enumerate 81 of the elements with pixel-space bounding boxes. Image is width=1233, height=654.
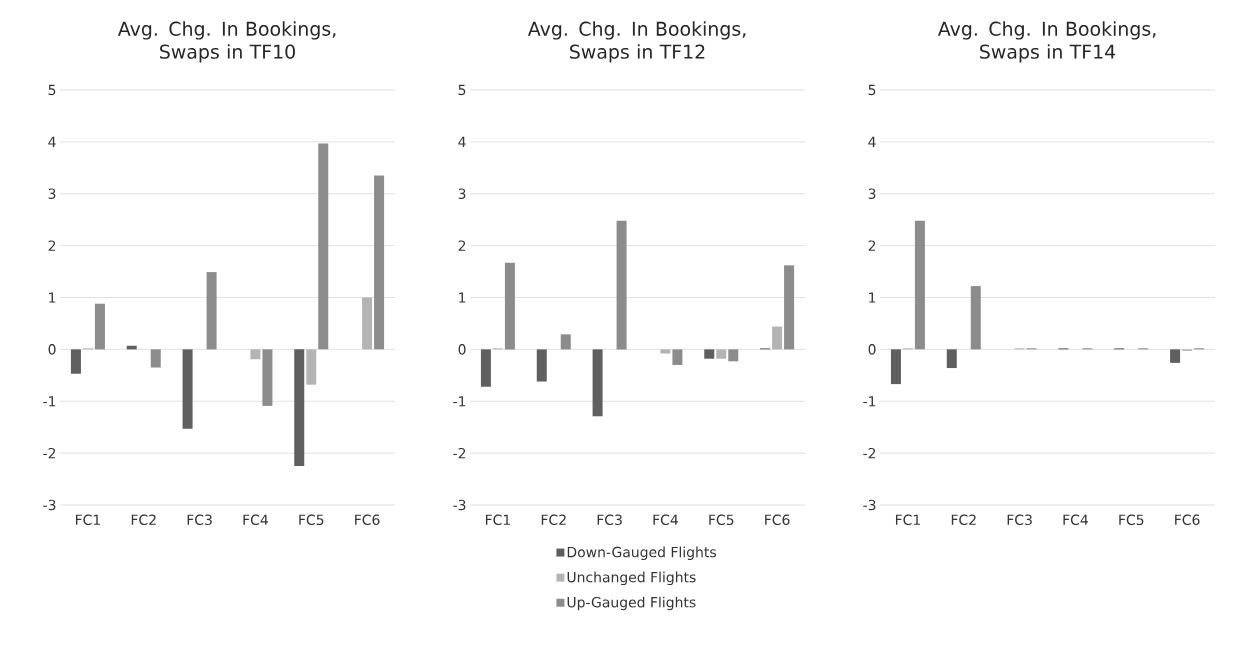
- bar: [728, 349, 739, 362]
- bar: [946, 349, 957, 369]
- y-tick-label: -1: [453, 396, 466, 407]
- bar: [294, 349, 305, 467]
- y-tick-label: -2: [43, 447, 56, 459]
- legend-label: Up-Gauged Flights: [567, 596, 696, 611]
- y-tick-label: 4: [458, 136, 466, 147]
- bar: [592, 349, 603, 417]
- y-tick-label: -1: [43, 396, 56, 407]
- bar: [716, 349, 727, 359]
- y-tick-label: -2: [863, 447, 876, 459]
- y-tick-label: 0: [48, 344, 56, 355]
- x-tick-label: FC5: [1119, 514, 1144, 526]
- bar: [560, 334, 571, 350]
- x-tick-label: FC6: [355, 514, 380, 526]
- y-tick-label: 2: [48, 240, 56, 251]
- chart-title: Avg. Chg. In Bookings, Swaps in TF10: [117, 21, 336, 63]
- x-tick-label: FC1: [895, 514, 920, 526]
- x-tick-label: FC3: [187, 514, 212, 526]
- y-tick-label: -3: [453, 499, 466, 511]
- bar: [94, 303, 105, 350]
- bar: [536, 349, 547, 382]
- x-tick-label: FC2: [541, 514, 566, 526]
- x-tick-label: FC2: [131, 514, 156, 526]
- y-tick-label: 5: [48, 84, 56, 96]
- bar: [306, 349, 317, 385]
- y-tick-label: 5: [458, 84, 466, 96]
- y-tick-label: 0: [458, 344, 466, 355]
- x-tick-label: FC6: [1175, 514, 1200, 526]
- bar: [616, 220, 627, 350]
- y-tick-label: -1: [863, 396, 876, 407]
- x-tick-label: FC4: [243, 514, 268, 526]
- bar: [784, 265, 795, 350]
- y-tick-label: -3: [863, 499, 876, 511]
- chart-title: Avg. Chg. In Bookings, Swaps in TF12: [527, 21, 746, 63]
- bar: [150, 349, 161, 368]
- bar: [504, 262, 515, 350]
- bar: [1170, 349, 1181, 363]
- y-tick-label: -3: [43, 499, 56, 511]
- bar: [704, 349, 715, 359]
- bar: [374, 175, 385, 350]
- x-tick-label: FC1: [485, 514, 510, 526]
- legend-label: Unchanged Flights: [567, 571, 696, 586]
- x-tick-label: FC3: [597, 514, 622, 526]
- y-tick-label: 2: [868, 240, 876, 251]
- y-tick-label: 1: [459, 292, 466, 303]
- y-tick-label: 2: [458, 240, 466, 251]
- bar: [970, 286, 981, 350]
- x-tick-label: FC2: [951, 514, 976, 526]
- y-tick-label: 3: [48, 188, 56, 200]
- x-tick-label: FC5: [709, 514, 734, 526]
- bar: [362, 297, 373, 350]
- bar: [262, 349, 273, 406]
- bar: [206, 272, 217, 350]
- bar: [772, 326, 783, 350]
- x-tick-label: FC1: [75, 514, 100, 526]
- y-tick-label: -2: [453, 447, 466, 459]
- y-tick-label: 4: [48, 136, 56, 147]
- bar: [70, 349, 81, 374]
- bar: [318, 143, 329, 350]
- bar: [890, 349, 901, 385]
- y-tick-label: 0: [868, 344, 876, 355]
- bar: [480, 349, 491, 387]
- x-tick-label: FC4: [653, 514, 678, 526]
- legend-label: Down-Gauged Flights: [567, 546, 716, 561]
- x-tick-label: FC5: [299, 514, 324, 526]
- bar: [250, 349, 261, 360]
- bar: [182, 349, 193, 429]
- y-tick-label: 4: [868, 136, 876, 147]
- bar: [660, 349, 671, 354]
- y-tick-label: 3: [458, 188, 466, 200]
- y-tick-label: 3: [868, 188, 876, 200]
- y-tick-label: 1: [869, 292, 876, 303]
- x-tick-label: FC3: [1007, 514, 1032, 526]
- y-tick-label: 1: [49, 292, 56, 303]
- y-tick-label: 5: [868, 84, 876, 96]
- bar: [914, 220, 925, 350]
- x-tick-label: FC4: [1063, 514, 1088, 526]
- x-tick-label: FC6: [765, 514, 790, 526]
- bar: [672, 349, 683, 365]
- chart-title: Avg. Chg. In Bookings, Swaps in TF14: [937, 21, 1156, 63]
